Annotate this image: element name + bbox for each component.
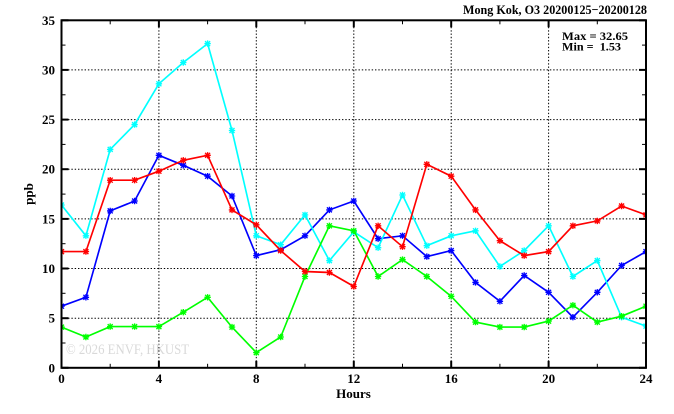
- svg-text:35: 35: [42, 13, 56, 28]
- svg-text:© 2026 ENVF, HKUST: © 2026 ENVF, HKUST: [66, 342, 189, 358]
- svg-text:25: 25: [42, 112, 56, 127]
- svg-text:ppb: ppb: [21, 183, 36, 205]
- svg-text:20: 20: [42, 162, 55, 177]
- svg-text:8: 8: [253, 371, 260, 386]
- svg-text:24: 24: [640, 371, 654, 386]
- svg-text:12: 12: [347, 371, 360, 386]
- svg-text:15: 15: [42, 211, 56, 226]
- svg-text:4: 4: [156, 371, 163, 386]
- svg-text:16: 16: [445, 371, 459, 386]
- svg-text:30: 30: [42, 62, 55, 77]
- svg-text:0: 0: [49, 360, 56, 375]
- svg-text:5: 5: [49, 311, 56, 326]
- svg-text:Max = 32.65: Max = 32.65: [562, 31, 628, 43]
- svg-text:20: 20: [542, 371, 555, 386]
- svg-text:Mong Kok, O3 20200125−20200128: Mong Kok, O3 20200125−20200128: [463, 2, 647, 17]
- svg-text:10: 10: [42, 261, 55, 276]
- svg-text:Hours: Hours: [336, 386, 371, 401]
- svg-text:0: 0: [58, 371, 65, 386]
- svg-text:Min = 1.53: Min = 1.53: [562, 42, 621, 54]
